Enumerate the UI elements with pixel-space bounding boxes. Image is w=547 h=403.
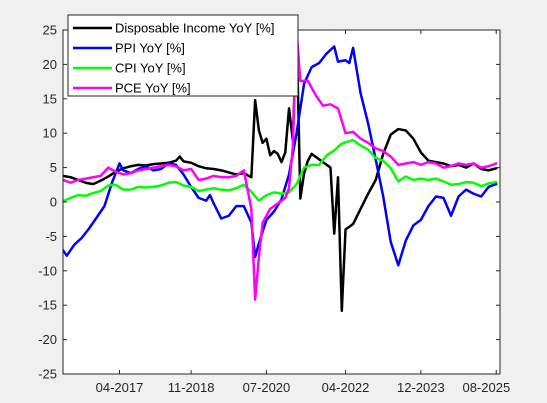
axes-layer: -25 -20 -15 -10 -5 0 5 10 15 20 25 04-2017 11-2018 07… [38,23,510,396]
y-tick-label: 15 [43,91,57,106]
x-tick-label: 07-2020 [243,380,291,395]
y-tick-label: -15 [38,298,57,313]
series-line-4 [63,30,498,301]
x-tick-label: 08-2025 [463,380,511,395]
legend-label-2: PPI YoY [%] [115,41,185,56]
series-line-3 [63,138,498,203]
y-tick-label: 10 [43,126,57,141]
y-tick-label: -25 [38,367,57,382]
y-tick-label: -20 [38,332,57,347]
legend-label-3: CPI YoY [%] [115,61,186,76]
legend: Disposable Income YoY [%] PPI YoY [%] CPI … [67,14,299,97]
x-tick-label: 04-2022 [322,380,370,395]
series-line-1 [63,30,498,312]
series-layer [63,30,498,312]
legend-label-4: PCE YoY [%] [115,81,191,96]
y-tick-label: 0 [50,195,57,210]
legend-label-1: Disposable Income YoY [%] [115,21,274,36]
y-tick-label: 20 [43,57,57,72]
y-tick-label: -10 [38,263,57,278]
x-tick-label: 11-2018 [168,380,215,395]
y-tick-label: -5 [45,229,57,244]
y-tick-label: 25 [43,23,57,38]
x-tick-label: 04-2017 [96,380,144,395]
y-tick-label: 5 [50,160,57,175]
x-tick-label: 12-2023 [397,380,445,395]
